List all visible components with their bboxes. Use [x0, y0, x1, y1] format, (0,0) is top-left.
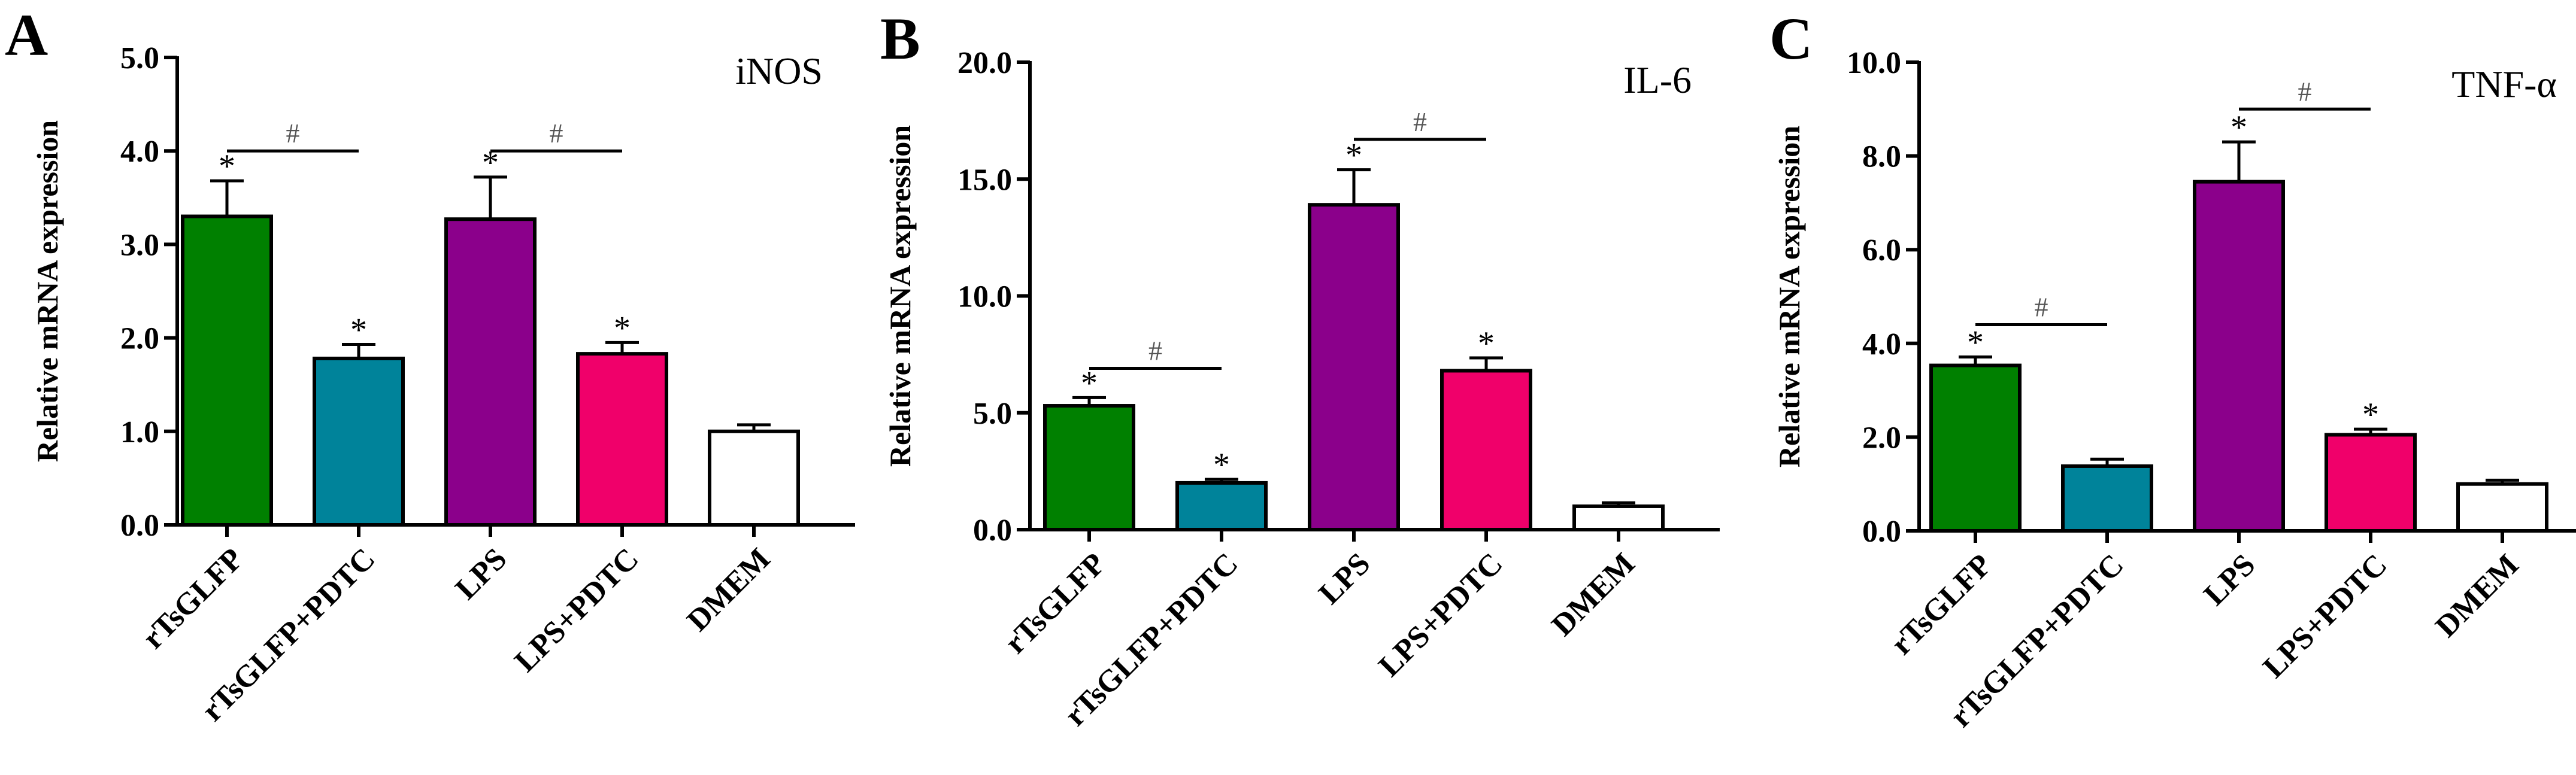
- y-tick-label: 6.0: [1862, 233, 1901, 268]
- significance-star: *: [2362, 396, 2379, 433]
- comparison-marker: #: [2035, 291, 2048, 322]
- y-tick-label: 2.0: [120, 322, 159, 356]
- bar-lps: [1308, 203, 1400, 531]
- comparison-marker: #: [1413, 107, 1427, 137]
- bar-rtsglfp-pdtc: [2061, 464, 2153, 533]
- y-tick-label: 4.0: [1862, 327, 1901, 361]
- y-axis-label: Relative mRNA expression: [883, 125, 917, 467]
- comparison-marker: #: [2298, 76, 2312, 107]
- significance-star: *: [614, 309, 631, 347]
- bar-lps: [444, 217, 537, 527]
- significance-star: *: [1345, 137, 1362, 174]
- x-tick-label: DMEM: [2429, 548, 2526, 644]
- panel-letter: C: [1769, 5, 1813, 72]
- x-tick-label: LPS: [449, 542, 514, 606]
- chart-title: IL-6: [1623, 59, 1692, 101]
- bar-rtsglfp: [181, 214, 273, 527]
- bar-lps-pdtc: [576, 352, 668, 527]
- bar-dmem: [1572, 504, 1665, 532]
- chart-title: TNF-α: [2451, 63, 2557, 105]
- x-tick-label: LPS+PDTC: [1372, 546, 1510, 683]
- x-tick-label: LPS: [2198, 548, 2262, 612]
- y-axis-label: Relative mRNA expression: [1772, 126, 1806, 467]
- comparison-marker: #: [550, 118, 563, 148]
- x-tick-label: rTsGLFP: [998, 546, 1112, 660]
- y-tick-label: 4.0: [120, 135, 159, 169]
- significance-star: *: [350, 312, 367, 349]
- significance-star: *: [1081, 364, 1098, 402]
- bar-dmem: [708, 429, 800, 527]
- y-tick-label: 1.0: [120, 415, 159, 449]
- y-tick-label: 5.0: [973, 397, 1012, 431]
- y-tick-label: 8.0: [1862, 140, 1901, 174]
- y-tick-label: 0.0: [973, 513, 1012, 548]
- y-tick-label: 10.0: [1847, 46, 1901, 80]
- significance-star: *: [2230, 109, 2247, 146]
- chart-title: iNOS: [735, 50, 823, 92]
- comparison-marker: #: [1148, 336, 1162, 366]
- bar-rtsglfp: [1929, 363, 2022, 533]
- y-tick-label: 0.0: [1862, 515, 1901, 549]
- bar-lps-pdtc: [2325, 433, 2417, 533]
- y-tick-label: 15.0: [957, 163, 1012, 197]
- x-tick-label: LPS+PDTC: [508, 542, 645, 679]
- panel-letter: A: [5, 2, 48, 68]
- y-tick-label: 3.0: [120, 228, 159, 262]
- significance-star: *: [1967, 324, 1984, 361]
- chart-panel-c: C TNF-α Relative mRNA expression 0.0 2.0 4.0 6…: [1769, 5, 2576, 734]
- significance-star: *: [1213, 446, 1230, 484]
- comparison-marker: #: [286, 118, 300, 148]
- y-tick-label: 2.0: [1862, 421, 1901, 455]
- bar-rtsglfp-pdtc: [1175, 481, 1268, 532]
- y-tick-label: 10.0: [957, 280, 1012, 314]
- y-tick-label: 5.0: [120, 41, 159, 75]
- y-axis-label: Relative mRNA expression: [31, 120, 64, 462]
- bar-lps: [2193, 180, 2285, 533]
- bar-rtsglfp-pdtc: [313, 356, 405, 527]
- x-tick-label: DMEM: [1545, 546, 1642, 643]
- x-tick-label: LPS+PDTC: [2257, 548, 2394, 685]
- significance-star: *: [1478, 325, 1495, 362]
- x-tick-label: rTsGLFP: [1884, 548, 1998, 661]
- x-tick-label: LPS: [1313, 546, 1377, 611]
- y-tick-label: 20.0: [957, 46, 1012, 80]
- bar-dmem: [2456, 482, 2548, 533]
- chart-panel-b: B IL-6 Relative mRNA expression 0.0 5.0 10.0 1…: [880, 5, 1720, 733]
- panel-letter: B: [880, 5, 920, 72]
- significance-star: *: [219, 148, 235, 185]
- x-tick-label: rTsGLFP: [136, 542, 250, 655]
- x-tick-label: DMEM: [681, 542, 777, 638]
- bar-rtsglfp: [1043, 404, 1135, 531]
- y-tick-label: 0.0: [120, 509, 159, 543]
- bar-lps-pdtc: [1440, 369, 1532, 532]
